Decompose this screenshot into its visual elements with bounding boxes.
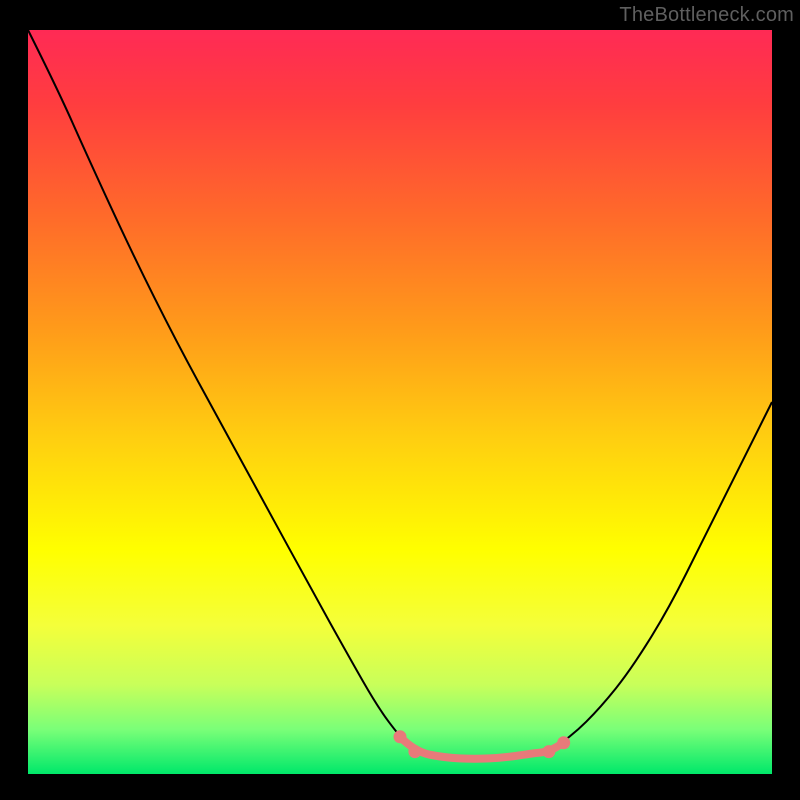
series-optimal-band-marker <box>557 736 570 749</box>
series-optimal-band-marker <box>394 730 407 743</box>
bottleneck-chart <box>0 0 800 800</box>
series-optimal-band-marker <box>408 745 421 758</box>
attribution-label: TheBottleneck.com <box>619 4 794 27</box>
series-optimal-band-marker <box>542 745 555 758</box>
chart-container: TheBottleneck.com <box>0 0 800 800</box>
plot-background <box>28 30 772 774</box>
